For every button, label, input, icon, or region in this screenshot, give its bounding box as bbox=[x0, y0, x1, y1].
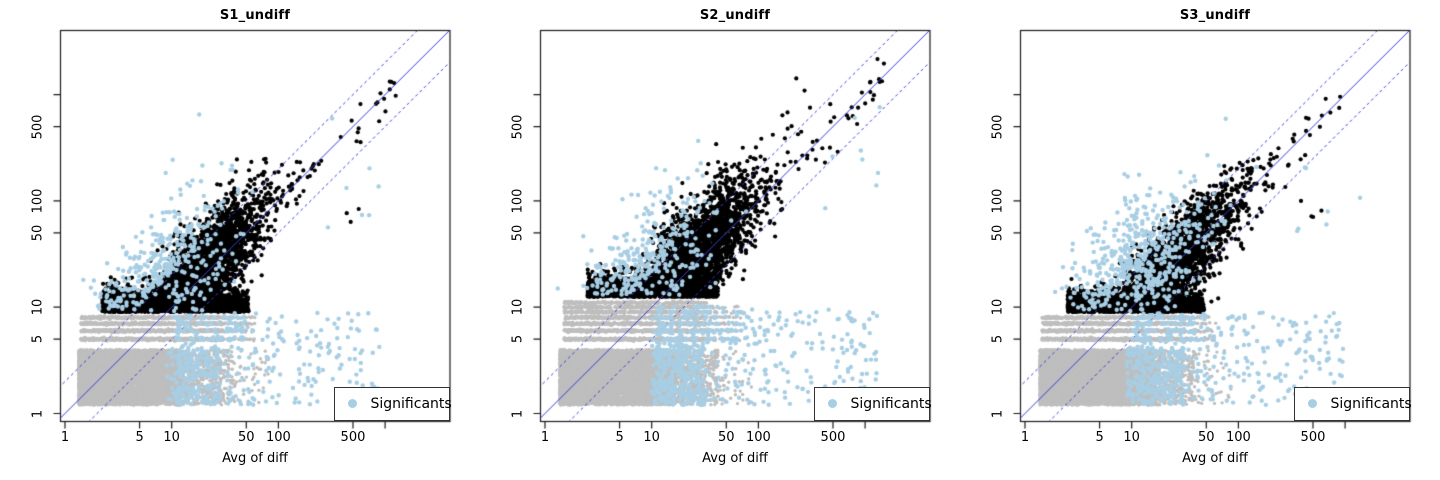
x-tick-label: 1 bbox=[540, 430, 550, 445]
y-tick-label: 1 bbox=[510, 409, 526, 418]
panel-s1-undiff: S1_undiff Avg of diff Significants 1 5 10 5… bbox=[0, 0, 480, 480]
y-tick-label: 10 bbox=[990, 298, 1006, 316]
legend: Significants bbox=[813, 386, 932, 421]
legend-label: Significants bbox=[1330, 395, 1412, 412]
y-tick-label: 10 bbox=[510, 298, 526, 316]
y-tick-label: 100 bbox=[990, 188, 1006, 214]
x-tick-label: 50 bbox=[1197, 430, 1215, 445]
y-tick-label: 5 bbox=[30, 335, 46, 344]
y-tick-label: 100 bbox=[510, 188, 526, 214]
x-axis-label: Avg of diff bbox=[222, 451, 288, 466]
y-tick-label: 100 bbox=[30, 188, 46, 214]
x-tick-label: 10 bbox=[163, 430, 180, 445]
x-tick-label: 500 bbox=[340, 430, 366, 445]
x-tick-label: 1 bbox=[60, 430, 70, 445]
legend-marker-dot bbox=[347, 399, 357, 408]
y-tick-label: 50 bbox=[30, 224, 46, 242]
x-tick-label: 1 bbox=[1020, 430, 1030, 445]
y-tick-label: 10 bbox=[30, 298, 46, 316]
x-tick-label: 100 bbox=[745, 430, 771, 445]
y-tick-label: 500 bbox=[990, 114, 1006, 140]
x-tick-label: 10 bbox=[1123, 430, 1140, 445]
panel-title: S3_undiff bbox=[1179, 8, 1251, 23]
x-tick-label: 5 bbox=[615, 430, 624, 445]
legend: Significants bbox=[333, 386, 452, 421]
x-tick-label: 100 bbox=[265, 430, 291, 445]
y-tick-label: 50 bbox=[990, 224, 1006, 242]
y-tick-label: 5 bbox=[990, 335, 1006, 344]
x-tick-label: 100 bbox=[1225, 430, 1251, 445]
panel-s3-undiff: S3_undiff Avg of diff Significants 1 5 10 5… bbox=[960, 0, 1440, 480]
x-tick-label: 5 bbox=[135, 430, 144, 445]
x-axis-label: Avg of diff bbox=[1182, 451, 1248, 466]
x-tick-label: 50 bbox=[237, 430, 255, 445]
x-tick-label: 500 bbox=[1300, 430, 1326, 445]
x-tick-label: 5 bbox=[1095, 430, 1104, 445]
y-tick-label: 50 bbox=[510, 224, 526, 242]
legend-marker-dot bbox=[827, 399, 837, 408]
y-tick-label: 5 bbox=[510, 335, 526, 344]
panel-title: S2_undiff bbox=[699, 8, 771, 23]
y-tick-label: 1 bbox=[990, 409, 1006, 418]
x-tick-label: 50 bbox=[717, 430, 735, 445]
legend-label: Significants bbox=[370, 395, 452, 412]
panel-s2-undiff: S2_undiff Avg of diff Significants 1 5 10 5… bbox=[480, 0, 960, 480]
y-tick-label: 500 bbox=[510, 114, 526, 140]
legend-marker-dot bbox=[1307, 399, 1317, 408]
x-tick-label: 10 bbox=[643, 430, 660, 445]
legend-label: Significants bbox=[850, 395, 932, 412]
y-tick-label: 500 bbox=[30, 114, 46, 140]
x-tick-label: 500 bbox=[820, 430, 846, 445]
x-axis-label: Avg of diff bbox=[702, 451, 768, 466]
legend: Significants bbox=[1293, 386, 1412, 421]
y-tick-label: 1 bbox=[30, 409, 46, 418]
panel-title: S1_undiff bbox=[219, 8, 291, 23]
